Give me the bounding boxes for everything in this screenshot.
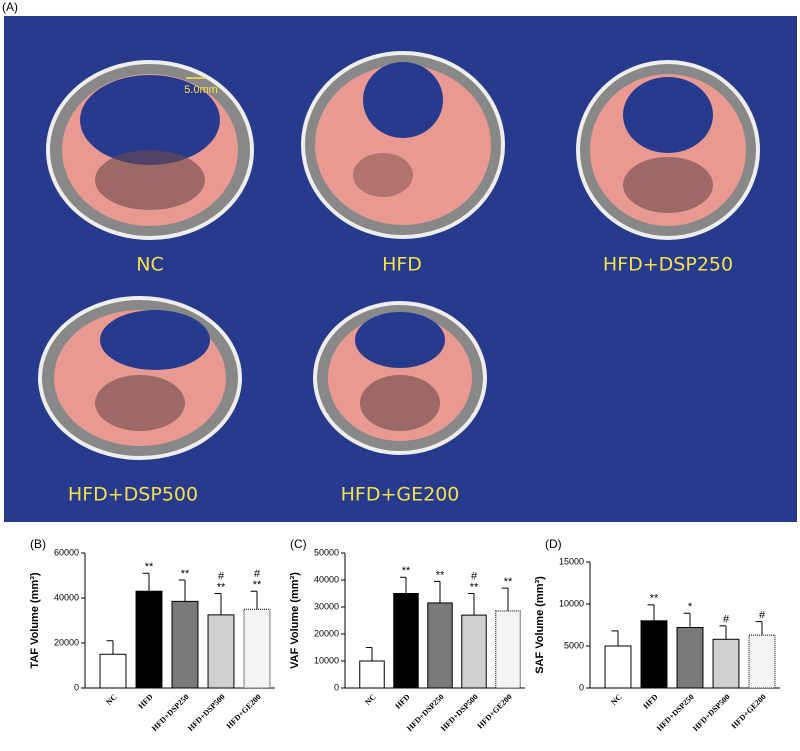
significance-mark: #: [254, 568, 261, 580]
x-tick-label: HFD+GE200: [476, 692, 514, 730]
significance-mark: #: [218, 570, 225, 582]
significance-mark: #: [723, 614, 730, 626]
x-tick-label: HFD+DSP250: [655, 692, 696, 733]
y-tick-label: 0: [579, 682, 584, 692]
y-tick-label: 20000: [314, 628, 339, 638]
y-axis-label: VAF Volume (mm³): [289, 572, 301, 669]
bar: [640, 620, 668, 689]
significance-mark: **: [470, 581, 479, 593]
y-tick-label: 10000: [314, 655, 339, 665]
bar: [712, 638, 740, 689]
x-tick-label: NC: [609, 692, 624, 707]
x-tick-label: HFD: [393, 692, 411, 710]
bar: [207, 614, 235, 689]
bar: [99, 653, 127, 689]
significance-mark: #: [759, 610, 766, 622]
image-label: HFD+DSP250: [603, 254, 733, 276]
y-tick-label: 0: [74, 682, 79, 692]
x-tick-label: HFD+GE200: [730, 692, 768, 730]
significance-mark: **: [650, 593, 659, 605]
ct-scans: [38, 51, 760, 460]
x-tick-label: NC: [363, 692, 378, 707]
bar: [171, 600, 199, 689]
x-tick-label: HFD+DSP250: [150, 692, 191, 733]
x-tick-label: HFD+GE200: [225, 692, 263, 730]
y-tick-label: 40000: [54, 592, 79, 602]
x-tick-label: NC: [104, 692, 119, 707]
y-tick-label: 60000: [54, 547, 79, 557]
x-tick-label: HFD: [136, 692, 154, 710]
bar: [676, 627, 704, 689]
significance-mark: **: [145, 561, 154, 573]
significance-mark: **: [217, 581, 226, 593]
y-tick-label: 50000: [314, 547, 339, 557]
y-tick-label: 40000: [314, 574, 339, 584]
bar: [427, 602, 453, 689]
significance-mark: **: [181, 568, 190, 580]
y-tick-label: 15000: [559, 556, 584, 566]
significance-mark: **: [436, 569, 445, 581]
y-axis-label: SAF Volume (mm³): [534, 576, 546, 674]
panel-label: (D): [545, 537, 562, 551]
bar: [393, 593, 419, 689]
image-label: NC: [136, 254, 163, 276]
significance-mark: **: [253, 579, 262, 591]
y-tick-label: 10000: [559, 598, 584, 608]
significance-mark: **: [504, 576, 513, 588]
bar: [243, 608, 271, 689]
y-tick-label: 20000: [54, 637, 79, 647]
image-label: HFD+DSP500: [68, 484, 198, 506]
x-tick-label: HFD: [641, 692, 659, 710]
significance-mark: #: [471, 570, 478, 582]
y-axis-label: TAF Volume (mm³): [29, 572, 41, 668]
bar: [748, 634, 776, 689]
x-tick-label: HFD+DSP500: [691, 692, 732, 733]
panel-label: (C): [290, 537, 307, 551]
bar: [495, 610, 521, 689]
image-label: HFD+GE200: [341, 484, 460, 506]
bar: [359, 660, 385, 689]
y-tick-label: 5000: [564, 640, 584, 650]
bar: [461, 614, 487, 689]
panel-label: (B): [30, 537, 46, 551]
y-tick-label: 30000: [314, 601, 339, 611]
image-label: HFD: [382, 254, 422, 276]
bar: [604, 645, 632, 689]
x-tick-label: HFD+DSP500: [186, 692, 227, 733]
scale-bar: 5.0mm: [184, 84, 218, 96]
bar: [135, 590, 163, 689]
panel-label: (A): [2, 0, 18, 14]
significance-mark: **: [402, 565, 411, 577]
significance-mark: *: [688, 601, 693, 613]
y-tick-label: 0: [334, 682, 339, 692]
